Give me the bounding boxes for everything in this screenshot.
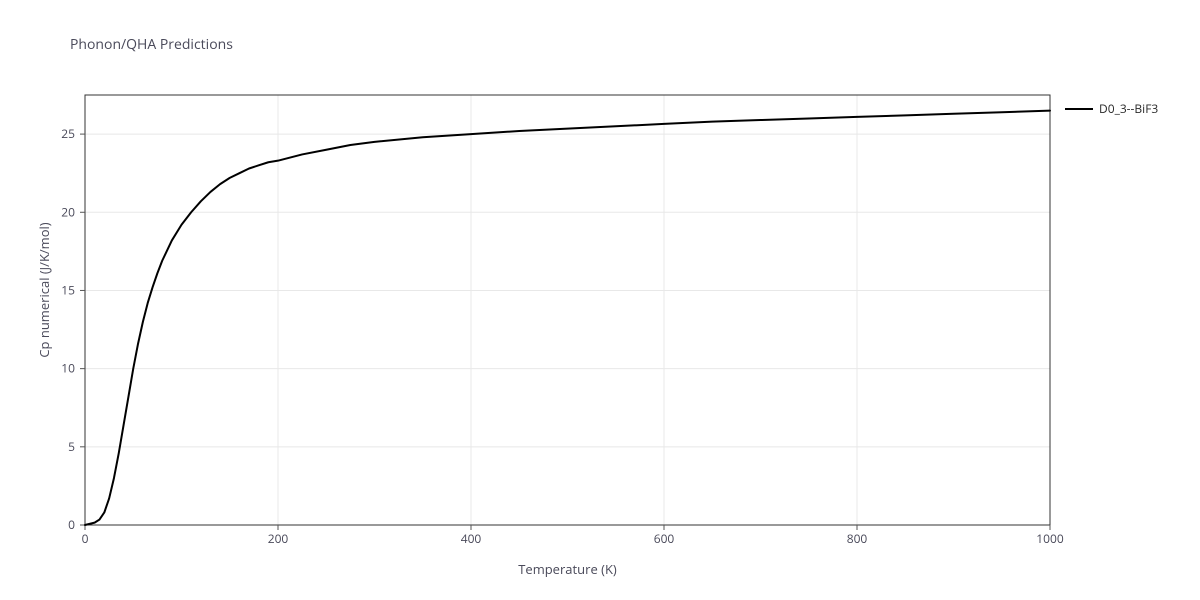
chart-title: Phonon/QHA Predictions: [70, 35, 233, 54]
svg-text:0: 0: [82, 530, 89, 547]
svg-text:1000: 1000: [1036, 530, 1064, 547]
svg-text:10: 10: [61, 360, 75, 377]
svg-text:25: 25: [61, 125, 75, 142]
y-axis-label: Cp numerical (J/K/mol): [35, 190, 53, 390]
svg-text:0: 0: [68, 516, 75, 533]
svg-text:400: 400: [461, 530, 482, 547]
legend-line-icon: [1065, 108, 1093, 110]
chart-svg: 0 200 400 600 800 1000 0 5 10 15 20 25: [0, 0, 1200, 600]
svg-text:800: 800: [847, 530, 868, 547]
svg-text:5: 5: [68, 438, 75, 455]
chart-container: { "chart": { "type": "line", "title": "P…: [0, 0, 1200, 600]
svg-text:200: 200: [268, 530, 289, 547]
svg-text:600: 600: [654, 530, 675, 547]
svg-text:15: 15: [61, 281, 75, 298]
svg-text:20: 20: [61, 203, 75, 220]
legend-label: D0_3--BiF3: [1099, 100, 1158, 117]
legend: D0_3--BiF3: [1065, 100, 1158, 117]
x-axis-label: Temperature (K): [508, 560, 628, 578]
